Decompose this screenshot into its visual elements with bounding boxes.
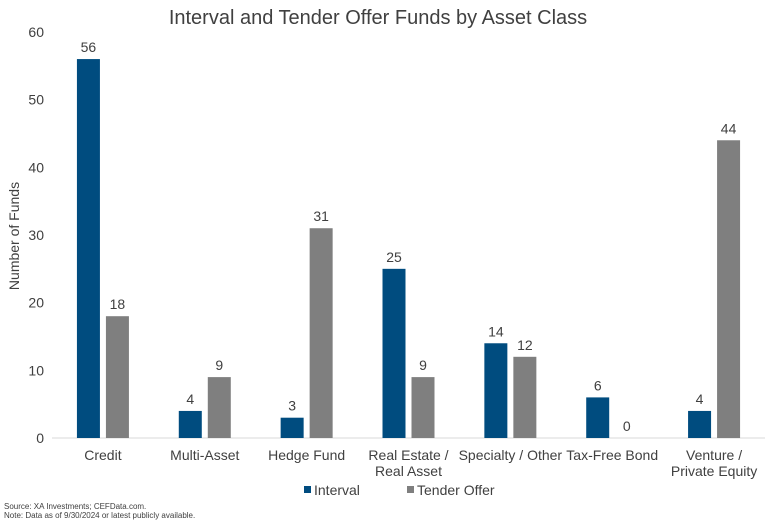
legend-swatch [304,486,311,493]
bar-tender-offer [309,228,333,438]
bar-interval [586,397,610,438]
bar-tender-offer [207,377,231,438]
bar-interval [484,343,508,438]
data-label: 4 [186,391,194,407]
category-label: Tax-Free Bond [566,447,658,463]
y-tick-label: 20 [28,295,44,311]
y-tick-label: 10 [28,362,44,378]
y-axis: 0 10 20 30 40 50 60 [28,24,44,446]
legend: Interval Tender Offer [304,482,495,498]
bar-tender-offer [411,377,435,438]
category-label: Multi-Asset [170,447,239,463]
legend-label: Tender Offer [417,482,495,498]
data-label: 3 [288,398,296,414]
legend-label: Interval [314,482,360,498]
data-label: 44 [721,120,737,136]
category-label: Venture / Private Equity [671,447,757,479]
bar-interval [178,410,202,438]
y-tick-label: 40 [28,159,44,175]
bar-tender-offer [105,316,129,438]
data-label: 25 [386,249,402,265]
data-label: 31 [313,208,329,224]
data-label: 12 [517,337,533,353]
bar-interval [382,268,406,438]
category-label: Specialty / Other [459,447,563,463]
category-label: Credit [84,447,121,463]
data-note: Note: Data as of 9/30/2024 or latest pub… [4,511,196,520]
bar-tender-offer [717,140,741,438]
bar-tender-offer [513,356,537,438]
category-label: Hedge Fund [268,447,345,463]
bar-interval [688,410,712,438]
data-label: 0 [623,418,631,434]
bar-interval [76,59,100,439]
data-label: 14 [488,323,504,339]
data-label: 9 [419,357,427,373]
data-label: 56 [81,39,97,55]
data-label: 6 [594,377,602,393]
y-axis-label: Number of Funds [6,182,22,290]
data-label: 9 [215,357,223,373]
chart-title: Interval and Tender Offer Funds by Asset… [169,7,587,29]
y-tick-label: 30 [28,227,44,243]
legend-swatch [407,486,414,493]
data-label: 18 [110,296,126,312]
category-label: Real Estate / Real Asset [368,447,448,479]
y-tick-label: 50 [28,92,44,108]
bars-group [76,59,741,439]
y-tick-label: 0 [36,430,44,446]
source-note: Source: XA Investments; CEFData.com. [4,502,147,511]
y-tick-label: 60 [28,24,44,40]
bar-interval [280,417,304,438]
data-label: 4 [696,391,704,407]
category-labels-group: Credit Multi-Asset Hedge Fund Real Estate /… [84,447,757,479]
